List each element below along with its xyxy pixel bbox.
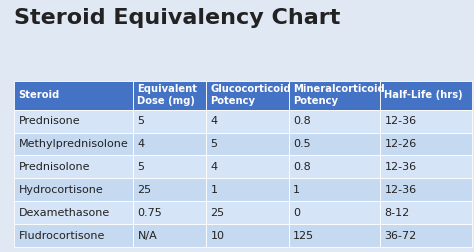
Text: Equivalent
Dose (mg): Equivalent Dose (mg) [137, 84, 197, 106]
Text: Prednisolone: Prednisolone [18, 162, 90, 172]
Text: Prednisone: Prednisone [18, 116, 80, 126]
Text: Dexamethasone: Dexamethasone [18, 208, 110, 218]
Text: 5: 5 [137, 162, 145, 172]
Text: 4: 4 [210, 162, 218, 172]
Text: 0: 0 [293, 208, 300, 218]
Text: 5: 5 [210, 139, 218, 149]
Text: 10: 10 [210, 231, 225, 240]
Text: Steroid Equivalency Chart: Steroid Equivalency Chart [14, 8, 341, 27]
Text: 0.8: 0.8 [293, 162, 310, 172]
Text: Fludrocortisone: Fludrocortisone [18, 231, 105, 240]
Text: Hydrocortisone: Hydrocortisone [18, 185, 103, 195]
Text: 25: 25 [137, 185, 152, 195]
Text: 12-26: 12-26 [384, 139, 417, 149]
Text: Methylprednisolone: Methylprednisolone [18, 139, 128, 149]
Text: 8-12: 8-12 [384, 208, 410, 218]
Text: 1: 1 [210, 185, 218, 195]
Text: 4: 4 [137, 139, 145, 149]
Text: 12-36: 12-36 [384, 185, 417, 195]
Text: N/A: N/A [137, 231, 157, 240]
Text: 4: 4 [210, 116, 218, 126]
Text: Steroid: Steroid [18, 90, 60, 100]
Text: 5: 5 [137, 116, 145, 126]
Text: 0.75: 0.75 [137, 208, 162, 218]
Text: Glucocorticoid
Potency: Glucocorticoid Potency [210, 84, 292, 106]
Text: 12-36: 12-36 [384, 162, 417, 172]
Text: 12-36: 12-36 [384, 116, 417, 126]
Text: 0.5: 0.5 [293, 139, 310, 149]
Text: 1: 1 [293, 185, 300, 195]
Text: Half-Life (hrs): Half-Life (hrs) [384, 90, 463, 100]
Text: Mineralcorticoid
Potency: Mineralcorticoid Potency [293, 84, 385, 106]
Text: 0.8: 0.8 [293, 116, 310, 126]
Text: 125: 125 [293, 231, 314, 240]
Text: 36-72: 36-72 [384, 231, 417, 240]
Text: 25: 25 [210, 208, 225, 218]
